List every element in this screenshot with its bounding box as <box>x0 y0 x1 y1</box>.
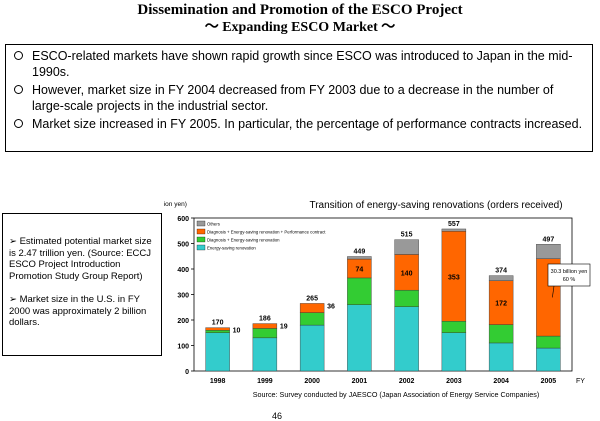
bar-segment <box>488 280 514 325</box>
circle-bullet-icon <box>14 119 23 128</box>
total-label: 497 <box>543 236 555 243</box>
segment-label: 10 <box>233 328 241 335</box>
bar-segment <box>441 332 467 372</box>
bar-segment <box>441 228 467 232</box>
circle-bullet-icon <box>14 51 23 60</box>
bar-segment <box>394 289 419 307</box>
x-tick-label: 2002 <box>399 378 415 385</box>
y-tick-label: 400 <box>177 267 189 274</box>
x-tick-label: 2004 <box>493 378 509 385</box>
legend-label: Others <box>207 222 220 227</box>
legend-swatch <box>196 236 206 243</box>
segment-label: 353 <box>448 274 460 281</box>
bar-segment <box>536 347 561 372</box>
bar-segment <box>441 321 467 333</box>
segment-label: 74 <box>355 266 363 273</box>
bar-segment <box>252 323 278 329</box>
bar-segment <box>488 342 514 372</box>
summary-bullet-text: Market size increased in FY 2005. In par… <box>32 117 583 131</box>
callout-box <box>547 263 591 287</box>
segment-label: 19 <box>280 324 288 331</box>
bar-segment <box>394 306 419 372</box>
callout-line: 60 % <box>563 277 576 283</box>
total-label: 557 <box>448 221 460 228</box>
summary-bullet: ESCO-related markets have shown rapid gr… <box>12 48 586 80</box>
bar-segment <box>347 304 372 372</box>
page-subtitle: ～ Expanding ESCO Market ～ <box>204 20 396 35</box>
callout-pointer <box>552 285 555 298</box>
summary-bullet: However, market size in FY 2004 decrease… <box>12 82 586 114</box>
chart-source: Source: Survey conducted by JAESCO (Japa… <box>253 390 539 399</box>
bar-segment <box>205 327 230 331</box>
total-label: 449 <box>354 249 366 256</box>
page-header: Dissemination and Promotion of the ESCO … <box>0 0 600 42</box>
total-label: 374 <box>495 268 507 275</box>
segment-label: 140 <box>401 270 413 277</box>
bar-segment <box>205 329 230 333</box>
segment-label: 172 <box>495 301 507 308</box>
y-tick-label: 0 <box>185 369 189 376</box>
bar-segment <box>394 254 419 291</box>
x-tick-label: 1998 <box>210 378 226 385</box>
x-tick-label: 2000 <box>304 378 320 385</box>
bar-segment <box>299 303 325 313</box>
legend-label: Diagnosis + Energy-saving renovation + P… <box>207 230 326 235</box>
segment-label: 36 <box>327 303 335 310</box>
y-tick-label: 100 <box>177 344 189 351</box>
callout-line: 30.3 billion yen <box>551 269 588 275</box>
x-tick-label: 2001 <box>352 378 368 385</box>
side-note: ➢ Market size in the U.S. in FY 2000 was… <box>9 294 147 328</box>
bar-segment <box>299 312 325 326</box>
side-note: ➢ Estimated potential market size is 2.4… <box>9 236 152 282</box>
y-tick-label: 500 <box>177 242 189 249</box>
bar-segment <box>299 324 325 372</box>
bar-segment <box>252 337 278 372</box>
total-label: 186 <box>259 316 271 323</box>
summary-bullet-text: However, market size in FY 2004 decrease… <box>32 83 554 113</box>
x-axis-label: FY <box>576 378 585 385</box>
bar-segment <box>205 332 230 372</box>
summary-bullet-text: ESCO-related markets have shown rapid gr… <box>32 49 573 79</box>
bar-segment <box>488 275 514 281</box>
y-tick-label: 300 <box>177 293 189 300</box>
total-label: 515 <box>401 232 413 239</box>
bar-segment <box>347 256 372 260</box>
y-tick-label: 600 <box>177 216 189 223</box>
chart-title: Transition of energy-saving renovations … <box>309 200 562 211</box>
chart-unit-label: (Unit: 100 million yen) <box>164 201 187 208</box>
bar-segment <box>536 335 561 349</box>
x-tick-label: 2003 <box>446 378 462 385</box>
circle-bullet-icon <box>14 85 23 94</box>
legend-swatch <box>196 228 206 235</box>
legend-label: Energy-saving renovation <box>207 246 256 251</box>
x-tick-label: 1999 <box>257 378 273 385</box>
x-tick-label: 2005 <box>541 378 557 385</box>
summary-box: ESCO-related markets have shown rapid gr… <box>5 44 593 152</box>
bar-segment <box>252 328 278 339</box>
total-label: 170 <box>212 320 224 327</box>
legend-swatch <box>196 220 206 227</box>
total-label: 265 <box>306 295 318 302</box>
bar-segment <box>488 324 514 344</box>
legend-swatch <box>196 244 206 251</box>
page-title: Dissemination and Promotion of the ESCO … <box>137 2 463 18</box>
bar-segment <box>347 277 372 305</box>
orders-chart: 0 100 200 300 400 500 600 (Unit: 100 million ye… <box>164 200 591 399</box>
bar-segment <box>394 239 419 255</box>
y-tick-label: 200 <box>177 318 189 325</box>
summary-bullet: Market size increased in FY 2005. In par… <box>12 116 586 132</box>
bar-segment <box>441 231 467 322</box>
bar-segment <box>536 244 561 259</box>
legend-label: Diagnosis + Energy-saving renovation <box>207 238 280 243</box>
page-number: 46 <box>272 411 283 421</box>
side-notes-box: ➢ Estimated potential market size is 2.4… <box>2 213 162 356</box>
